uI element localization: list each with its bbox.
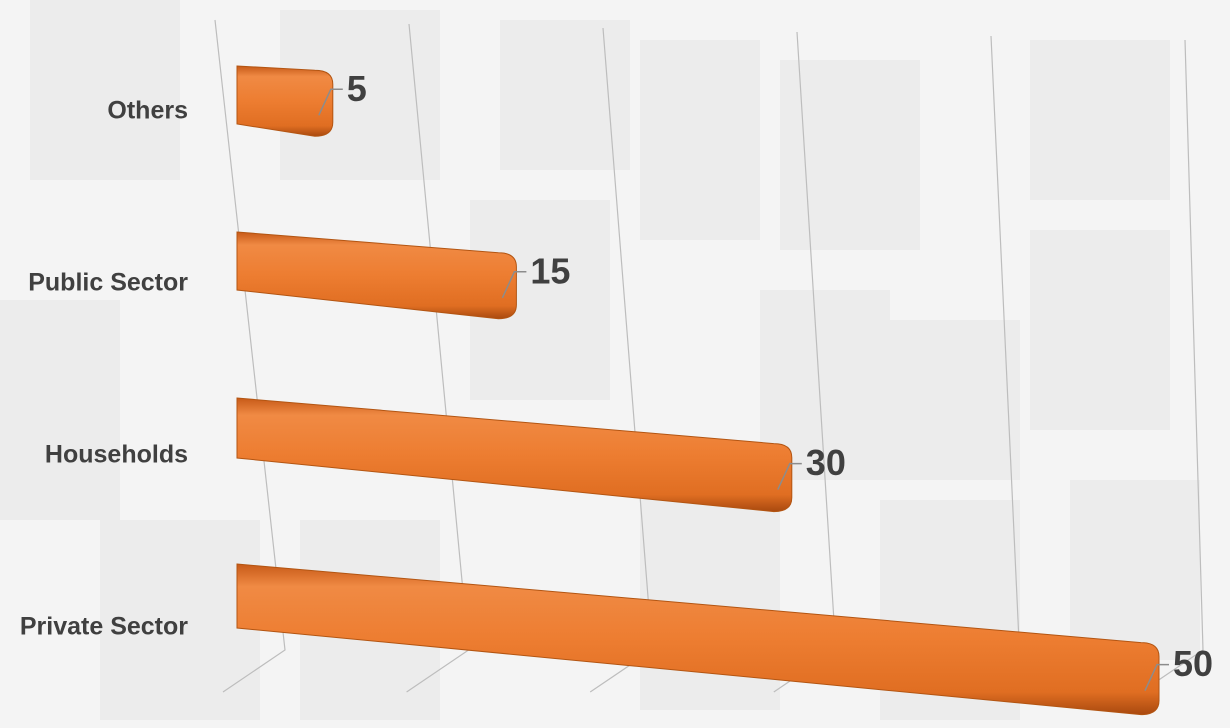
label-leader: [777, 462, 802, 490]
data-label: 50: [1173, 643, 1213, 684]
data-label: 15: [530, 250, 570, 291]
y-tick-label: Households: [45, 441, 188, 469]
y-tick-label: Private Sector: [20, 613, 188, 641]
label-leader: [318, 88, 343, 116]
label-leader: [501, 271, 527, 299]
y-tick-label: Public Sector: [28, 269, 188, 297]
bar: [236, 563, 1160, 716]
grid-line: [214, 19, 286, 693]
label-leader: [1144, 663, 1169, 691]
bar: [236, 231, 517, 320]
bar: [236, 65, 334, 137]
grid-line: [1140, 39, 1204, 693]
data-label: 5: [347, 68, 367, 109]
y-tick-label: Others: [107, 97, 188, 125]
bar: [236, 397, 793, 513]
data-label: 30: [806, 442, 846, 483]
